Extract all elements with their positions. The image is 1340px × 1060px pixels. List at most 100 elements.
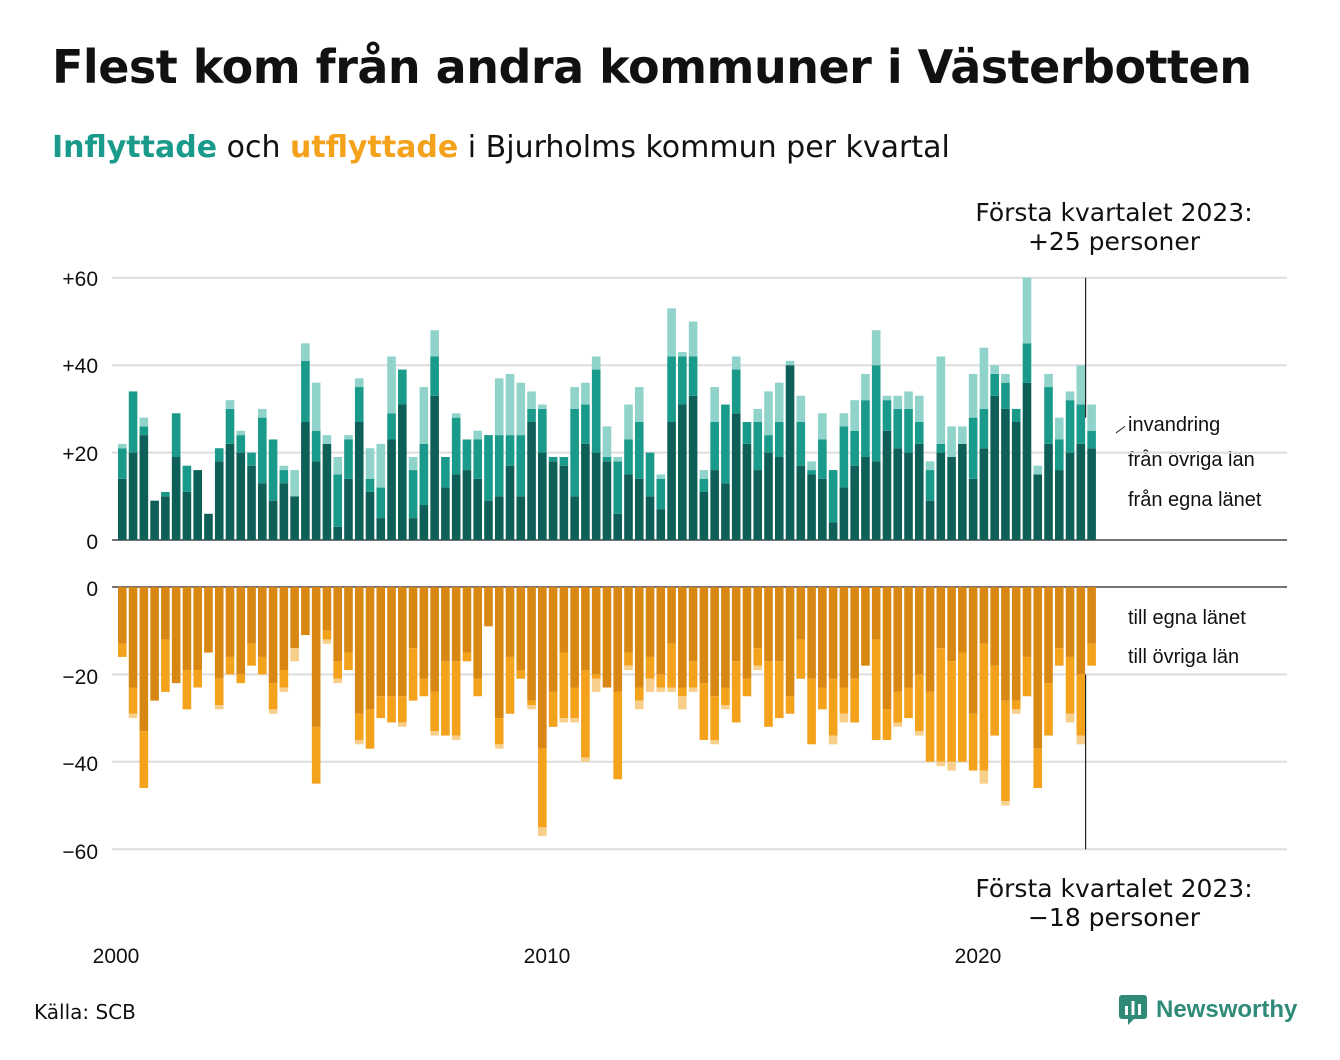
bar-out-0-61 — [774, 587, 784, 662]
bar-out-1-32 — [462, 652, 472, 662]
bar-in-0-64 — [807, 474, 816, 540]
bar-out-0-89 — [1076, 587, 1086, 675]
bar-out-2-47 — [624, 665, 633, 671]
bar-in-2-79 — [968, 373, 978, 418]
bar-out-0-58 — [742, 587, 752, 679]
bar-in-1-32 — [462, 439, 472, 471]
bar-out-0-39 — [538, 587, 547, 749]
bar-out-1-88 — [1065, 656, 1075, 714]
bar-out-2-66 — [828, 735, 838, 745]
bar-in-0-56 — [721, 483, 730, 540]
label-fran-egna-lanet: från egna länet — [1128, 489, 1262, 511]
bar-in-0-46 — [613, 513, 623, 540]
bar-out-2-76 — [936, 761, 946, 767]
bar-out-1-86 — [1044, 683, 1053, 736]
bar-in-0-48 — [634, 478, 644, 540]
bar-out-1-29 — [430, 691, 439, 732]
bar-in-2-21 — [344, 435, 353, 440]
bar-out-0-44 — [591, 587, 601, 675]
bar-in-2-86 — [1044, 373, 1053, 388]
bar-in-1-36 — [505, 435, 515, 466]
bar-out-1-83 — [1011, 700, 1021, 710]
bar-in-1-88 — [1065, 400, 1075, 453]
bar-in-2-2 — [139, 417, 149, 427]
bar-in-0-82 — [1001, 408, 1010, 540]
bar-in-1-83 — [1011, 408, 1021, 423]
bar-in-2-38 — [527, 391, 536, 409]
bar-in-0-12 — [247, 465, 256, 540]
bar-out-1-66 — [828, 678, 838, 736]
bar-out-0-22 — [354, 587, 364, 714]
bar-in-0-62 — [785, 365, 795, 540]
bar-in-0-11 — [236, 452, 246, 540]
bar-out-0-38 — [527, 587, 536, 701]
bar-in-1-87 — [1054, 439, 1064, 471]
bar-out-1-48 — [634, 687, 644, 701]
bar-out-1-79 — [968, 713, 978, 771]
bar-in-1-31 — [451, 417, 461, 475]
bar-in-1-71 — [882, 400, 892, 431]
bar-in-2-16 — [290, 470, 299, 497]
bar-out-1-35 — [494, 718, 504, 745]
bar-in-0-24 — [376, 518, 386, 540]
bar-out-1-21 — [344, 652, 353, 671]
bar-in-1-68 — [850, 430, 859, 466]
bar-in-0-0 — [118, 478, 127, 540]
label-till-egna-lanet: till egna länet — [1128, 607, 1246, 629]
bar-out-0-46 — [613, 587, 623, 692]
bar-in-0-10 — [225, 443, 235, 540]
bar-in-1-47 — [624, 439, 633, 475]
connector-invandring — [1115, 425, 1126, 434]
bar-out-2-31 — [451, 735, 461, 740]
bar-in-2-17 — [301, 343, 310, 361]
bar-out-2-80 — [979, 770, 989, 784]
bar-in-1-52 — [678, 356, 687, 405]
bar-out-1-0 — [118, 643, 127, 657]
bar-out-1-74 — [914, 674, 924, 732]
bar-in-2-36 — [505, 373, 515, 436]
bar-out-0-35 — [494, 587, 504, 719]
bar-in-0-66 — [828, 522, 838, 540]
bar-in-1-53 — [688, 356, 698, 396]
label-fran-ovriga-lan: från övriga län — [1128, 449, 1255, 471]
bar-out-1-6 — [182, 670, 192, 710]
bar-out-0-87 — [1054, 587, 1064, 649]
bar-out-0-19 — [322, 587, 332, 631]
bar-in-0-27 — [408, 518, 418, 540]
bar-out-1-68 — [850, 678, 859, 723]
bar-in-0-40 — [548, 461, 558, 540]
bar-in-0-36 — [505, 465, 515, 540]
bar-out-2-26 — [398, 722, 407, 727]
bar-in-0-45 — [602, 461, 612, 540]
bar-in-1-29 — [430, 356, 439, 396]
bar-out-0-75 — [925, 587, 935, 692]
bar-in-0-20 — [333, 526, 342, 540]
bar-out-0-72 — [893, 587, 903, 692]
bar-in-0-16 — [290, 496, 299, 540]
bar-in-1-80 — [979, 408, 989, 449]
bar-out-1-67 — [839, 687, 849, 714]
bar-in-0-67 — [839, 487, 849, 540]
bar-in-1-41 — [559, 456, 569, 466]
bar-out-2-49 — [645, 678, 655, 692]
bar-out-2-19 — [322, 639, 332, 644]
annotation-top-line1: Första kvartalet 2023: — [975, 198, 1252, 227]
bar-in-0-18 — [311, 461, 321, 540]
bar-in-1-26 — [398, 369, 407, 405]
bar-out-0-21 — [344, 587, 353, 653]
bar-in-2-54 — [699, 470, 709, 479]
bar-in-1-54 — [699, 478, 709, 492]
bar-in-0-49 — [645, 496, 655, 540]
bar-out-0-69 — [861, 587, 870, 666]
subtitle-rest: i Bjurholms kommun per kvartal — [458, 130, 950, 165]
bar-out-0-12 — [247, 587, 256, 644]
bar-out-1-81 — [990, 665, 999, 736]
bar-in-0-72 — [893, 448, 903, 540]
chart-subtitle: Inflyttade och utflyttade i Bjurholms ko… — [52, 130, 950, 165]
bar-in-0-3 — [150, 500, 159, 540]
bar-in-1-64 — [807, 470, 816, 475]
bar-in-1-90 — [1087, 430, 1096, 449]
bar-in-0-83 — [1011, 422, 1021, 540]
bar-out-1-76 — [936, 648, 946, 762]
bar-out-2-38 — [527, 704, 536, 710]
